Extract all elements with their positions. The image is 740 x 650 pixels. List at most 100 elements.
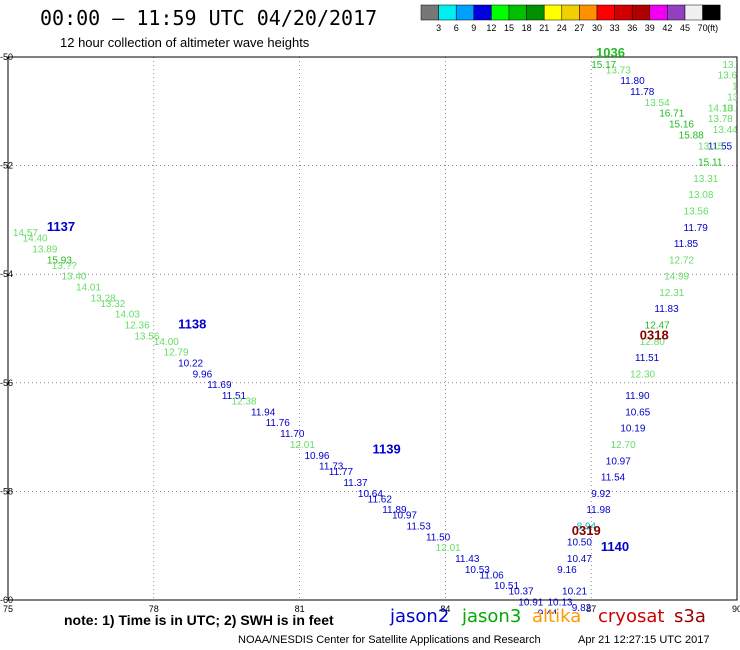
wave-height-label: 11.77 bbox=[329, 467, 354, 478]
wave-height-label: 10.97 bbox=[606, 456, 631, 467]
wave-height-label: 13.56 bbox=[134, 331, 159, 342]
wave-height-label: 13.28 bbox=[91, 293, 116, 304]
wave-height-label: 13.79 bbox=[722, 103, 740, 114]
colorbar-swatch bbox=[579, 4, 598, 21]
colorbar-label: 36 bbox=[627, 23, 637, 33]
wave-height-label: 15.17 bbox=[591, 60, 616, 71]
wave-height-label: 12.79 bbox=[164, 348, 189, 359]
colorbar-swatch bbox=[438, 4, 457, 21]
wave-height-label: 12.38 bbox=[232, 397, 257, 408]
wave-height-label: 9.96 bbox=[193, 369, 213, 380]
colorbar-label: 42 bbox=[662, 23, 672, 33]
wave-height-label: 10.50 bbox=[567, 538, 592, 549]
colorbar-swatch bbox=[649, 4, 668, 21]
wave-height-label: 11.70 bbox=[280, 429, 305, 440]
pass-label: 1138 bbox=[178, 317, 206, 332]
wave-height-label: 12.72 bbox=[669, 255, 694, 266]
wave-height-label: 10.47 bbox=[567, 554, 592, 565]
wave-height-label: 13.?? bbox=[52, 261, 77, 272]
wave-height-label: 13.89 bbox=[32, 244, 57, 255]
pass-label: 0319 bbox=[572, 523, 601, 538]
colorbar-label: 70 bbox=[698, 23, 708, 33]
colorbar-swatch bbox=[420, 4, 439, 21]
wave-height-label: 16.71 bbox=[659, 109, 684, 120]
y-tick-label: -54 bbox=[0, 269, 13, 279]
colorbar-swatch bbox=[702, 4, 721, 21]
colorbar-swatch bbox=[455, 4, 475, 21]
wave-height-label: 13.73 bbox=[606, 65, 631, 76]
wave-height-label: 12.01 bbox=[436, 543, 461, 554]
x-tick-label: 78 bbox=[149, 604, 159, 614]
wave-height-label: 9.44 bbox=[538, 608, 558, 619]
chart-subtitle: 12 hour collection of altimeter wave hei… bbox=[60, 35, 310, 50]
x-tick-label: 87 bbox=[586, 604, 596, 614]
wave-height-label: 11.62 bbox=[368, 494, 393, 505]
pass-label: 1139 bbox=[373, 441, 401, 456]
wave-height-label: 11.79 bbox=[684, 223, 709, 234]
y-tick-label: -60 bbox=[0, 595, 13, 605]
pass-label: 1137 bbox=[47, 219, 75, 234]
wave-height-label: 11.89 bbox=[382, 505, 407, 516]
data-points: 14.5714.4013.8915.9313.??13.4014.0113.28… bbox=[13, 38, 740, 625]
wave-height-label: 13.33 bbox=[727, 92, 740, 103]
colorbar-label: 15 bbox=[504, 23, 514, 33]
wave-height-label: 11.51 bbox=[635, 353, 660, 364]
wave-height-label: 13.54 bbox=[645, 98, 670, 109]
colorbar-swatch bbox=[684, 4, 703, 21]
wave-height-label: 12.36 bbox=[125, 321, 150, 332]
wave-height-label: 10.21 bbox=[562, 587, 587, 598]
wave-height-label: 15.93 bbox=[47, 255, 72, 266]
wave-height-label: 13.31 bbox=[693, 174, 718, 185]
colorbar-swatch bbox=[561, 4, 580, 21]
wave-height-label: 12.01 bbox=[290, 440, 315, 451]
legend-jason3: jason3 bbox=[462, 606, 522, 627]
wave-height-label: 11.78 bbox=[630, 87, 655, 98]
wave-height-label: 9.31 bbox=[586, 614, 606, 625]
wave-height-label: 9.92 bbox=[591, 489, 611, 500]
wave-height-label: 13.40 bbox=[61, 272, 86, 283]
colorbar-label: 30 bbox=[592, 23, 602, 33]
x-tick-label: 90 bbox=[732, 604, 740, 614]
wave-height-label: 11.37 bbox=[343, 478, 368, 489]
wave-height-label: 10.91 bbox=[518, 597, 543, 608]
colorbar-label: 24 bbox=[557, 23, 567, 33]
wave-height-label: 13.6? bbox=[718, 71, 740, 82]
wave-height-label: 13.32 bbox=[100, 299, 125, 310]
wave-height-label: 12.31 bbox=[659, 288, 684, 299]
wave-height-label: 10.19 bbox=[620, 424, 645, 435]
wave-height-label: 15.16 bbox=[669, 120, 694, 131]
wave-height-label: 11.98 bbox=[586, 505, 611, 516]
wave-height-label: 11.55 bbox=[708, 141, 733, 152]
wave-height-label: 11.85 bbox=[674, 239, 699, 250]
y-tick-label: -56 bbox=[0, 378, 13, 388]
wave-height-label: 14.01 bbox=[76, 282, 101, 293]
colorbar-label: 27 bbox=[574, 23, 584, 33]
wave-height-label: 14.2? bbox=[732, 82, 740, 93]
colorbar-label: 9 bbox=[471, 23, 476, 33]
wave-height-label: 15.51 bbox=[572, 38, 597, 49]
colorbar-swatch bbox=[631, 4, 651, 21]
wave-height-label: 14.03 bbox=[115, 310, 140, 321]
wave-height-label: 13.15 bbox=[698, 141, 723, 152]
wave-height-label: 11.80 bbox=[620, 76, 645, 87]
colorbar-label: 6 bbox=[454, 23, 459, 33]
colorbar-swatch bbox=[508, 4, 527, 21]
wave-height-label: 11.73 bbox=[319, 462, 344, 473]
wave-height-label: 11.51 bbox=[222, 391, 247, 402]
wave-height-label: 8.94 bbox=[577, 521, 597, 532]
wave-height-label: 10.22 bbox=[178, 359, 203, 370]
wave-height-label: 12.80 bbox=[640, 337, 665, 348]
wave-height-label: 11.53 bbox=[407, 521, 432, 532]
wave-height-label: 14.40 bbox=[23, 234, 48, 245]
note-text: note: 1) Time is in UTC; 2) SWH is in fe… bbox=[64, 612, 334, 628]
colorbar-swatch bbox=[596, 4, 615, 21]
legend-s3a: s3a bbox=[674, 606, 706, 627]
wave-height-label: 13.08 bbox=[688, 190, 713, 201]
colorbar-swatch bbox=[491, 4, 510, 21]
wave-height-label: 10.51 bbox=[494, 581, 519, 592]
wave-height-label: 10.13 bbox=[547, 597, 572, 608]
chart-title: 00:00 – 11:59 UTC 04/20/2017 bbox=[40, 6, 378, 30]
colorbar-label: 21 bbox=[539, 23, 549, 33]
y-tick-label: -52 bbox=[0, 161, 13, 171]
colorbar-swatch bbox=[614, 4, 633, 21]
